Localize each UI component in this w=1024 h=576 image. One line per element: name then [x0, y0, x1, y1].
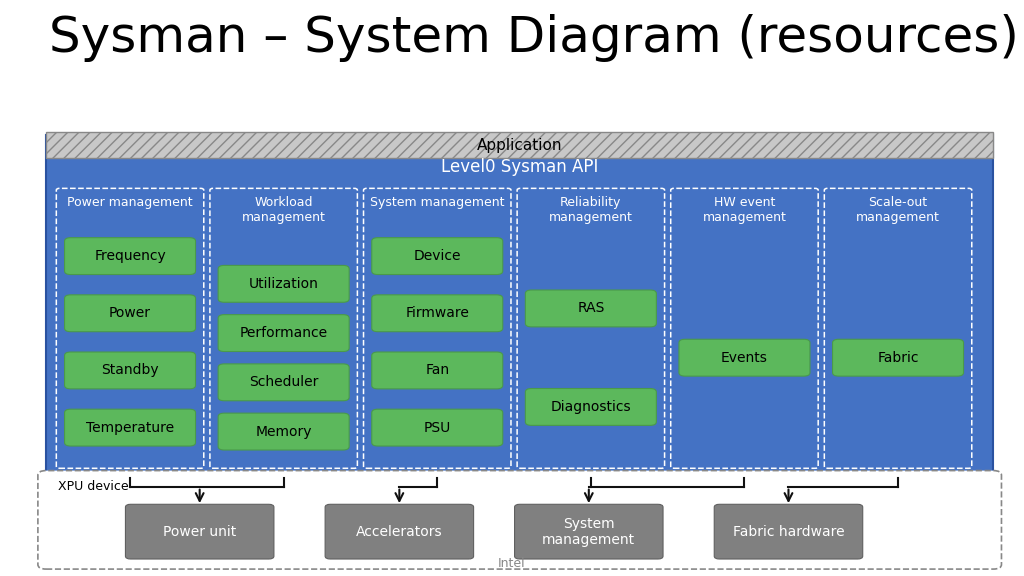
FancyBboxPatch shape: [525, 290, 656, 327]
Text: Workload
management: Workload management: [242, 196, 326, 224]
Text: Frequency: Frequency: [94, 249, 166, 263]
Text: XPU device: XPU device: [58, 480, 129, 493]
Text: Accelerators: Accelerators: [356, 525, 442, 539]
FancyBboxPatch shape: [833, 339, 964, 376]
Text: Reliability
management: Reliability management: [549, 196, 633, 224]
FancyBboxPatch shape: [372, 295, 503, 332]
Text: Fan: Fan: [425, 363, 450, 377]
FancyBboxPatch shape: [326, 505, 473, 559]
FancyBboxPatch shape: [65, 295, 196, 332]
FancyBboxPatch shape: [372, 352, 503, 389]
Text: Level0 Sysman API: Level0 Sysman API: [441, 158, 598, 176]
Text: System management: System management: [370, 196, 505, 209]
Text: Diagnostics: Diagnostics: [551, 400, 631, 414]
Text: Power: Power: [109, 306, 152, 320]
FancyBboxPatch shape: [218, 266, 349, 302]
FancyBboxPatch shape: [125, 505, 274, 559]
Text: Scheduler: Scheduler: [249, 376, 318, 389]
Text: Standby: Standby: [101, 363, 159, 377]
Text: Power unit: Power unit: [163, 525, 237, 539]
Text: Power management: Power management: [68, 196, 193, 209]
Text: HW event
management: HW event management: [702, 196, 786, 224]
Text: Scale-out
management: Scale-out management: [856, 196, 940, 224]
Text: RAS: RAS: [578, 301, 604, 316]
Text: System
management: System management: [543, 517, 635, 547]
Text: Fabric hardware: Fabric hardware: [732, 525, 845, 539]
Text: Sysman – System Diagram (resources): Sysman – System Diagram (resources): [49, 14, 1019, 62]
FancyBboxPatch shape: [218, 314, 349, 351]
FancyBboxPatch shape: [38, 471, 1001, 569]
Text: Device: Device: [414, 249, 461, 263]
FancyBboxPatch shape: [218, 364, 349, 401]
Bar: [46, 135, 993, 478]
FancyBboxPatch shape: [65, 352, 196, 389]
FancyBboxPatch shape: [372, 238, 503, 275]
Text: Firmware: Firmware: [406, 306, 469, 320]
FancyBboxPatch shape: [65, 409, 196, 446]
Bar: [46, 132, 993, 158]
Text: Temperature: Temperature: [86, 420, 174, 435]
Text: Memory: Memory: [255, 425, 312, 438]
Text: Events: Events: [721, 351, 768, 365]
FancyBboxPatch shape: [514, 505, 664, 559]
FancyBboxPatch shape: [65, 238, 196, 275]
Text: Intel: Intel: [499, 557, 525, 570]
FancyBboxPatch shape: [372, 409, 503, 446]
Text: Fabric: Fabric: [878, 351, 919, 365]
Text: PSU: PSU: [424, 420, 451, 435]
Text: Utilization: Utilization: [249, 277, 318, 291]
Text: Application: Application: [477, 138, 562, 153]
FancyBboxPatch shape: [679, 339, 810, 376]
FancyBboxPatch shape: [218, 413, 349, 450]
Text: Performance: Performance: [240, 326, 328, 340]
FancyBboxPatch shape: [525, 389, 656, 425]
FancyBboxPatch shape: [715, 505, 862, 559]
